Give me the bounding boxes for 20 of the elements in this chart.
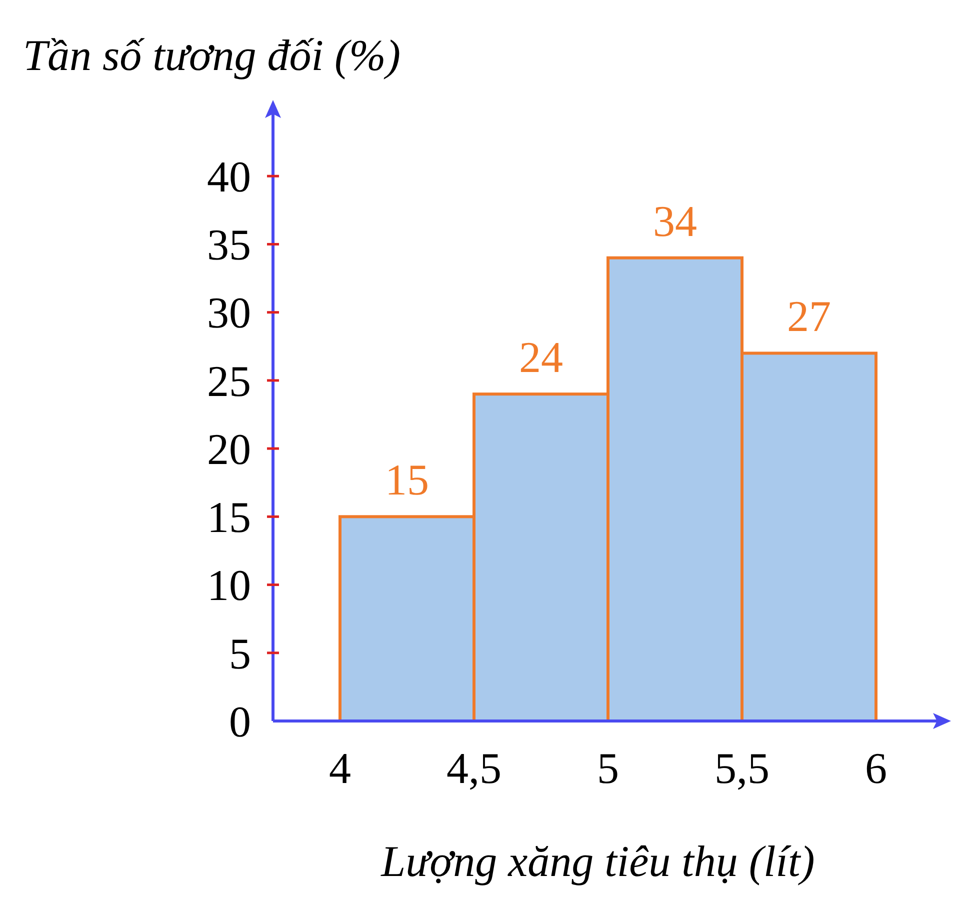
y-tick-label: 20 (207, 424, 251, 474)
y-tick-label: 10 (207, 561, 251, 610)
data-label: 27 (787, 292, 831, 342)
data-label: 34 (653, 196, 697, 246)
y-tick-label: 35 (207, 220, 251, 270)
y-axis-title: Tần số tương đối (%) (23, 31, 400, 80)
x-tick-label: 6 (865, 744, 887, 793)
x-axis-title: Lượng xăng tiêu thụ (lít) (380, 837, 815, 886)
y-tick-label: 5 (229, 629, 251, 678)
y-tick-label: 40 (207, 152, 251, 202)
y-tick-label: 25 (207, 356, 251, 406)
y-tick-label: 0 (229, 697, 251, 746)
x-tick-label: 4 (329, 744, 351, 793)
x-tick-label: 5,5 (714, 744, 770, 793)
y-tick-label: 15 (207, 493, 251, 542)
y-tick-label: 30 (207, 288, 251, 338)
x-tick-label: 4,5 (446, 744, 502, 793)
x-tick-label: 5 (597, 744, 619, 793)
data-label: 24 (519, 333, 563, 382)
data-label: 15 (385, 456, 429, 505)
